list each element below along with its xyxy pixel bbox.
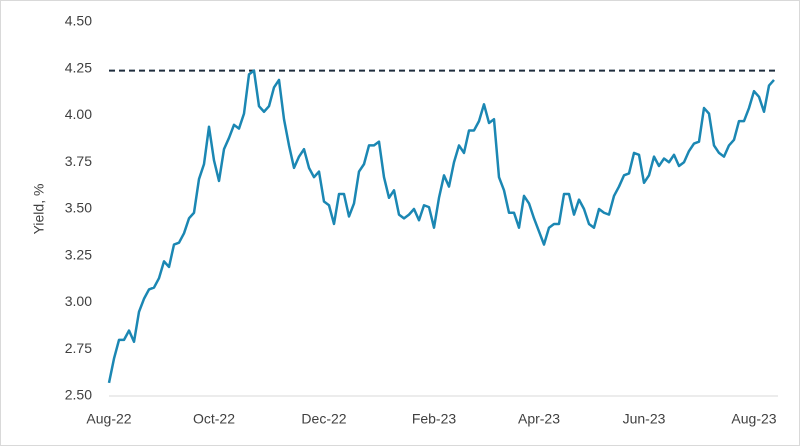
y-tick-label: 4.50 xyxy=(65,13,92,29)
y-tick-label: 3.00 xyxy=(65,293,92,309)
x-tick-label: Aug-23 xyxy=(731,411,776,427)
y-tick-label: 3.75 xyxy=(65,153,92,169)
y-tick-label: 2.50 xyxy=(65,387,92,403)
y-tick-label: 3.25 xyxy=(65,246,92,262)
x-tick-label: Dec-22 xyxy=(301,411,346,427)
x-tick-label: Feb-23 xyxy=(412,411,457,427)
y-axis-label: Yield, % xyxy=(31,184,47,235)
y-tick-label: 4.00 xyxy=(65,106,92,122)
x-tick-label: Jun-23 xyxy=(623,411,666,427)
x-tick-label: Aug-22 xyxy=(86,411,131,427)
y-tick-label: 3.50 xyxy=(65,200,92,216)
x-tick-label: Apr-23 xyxy=(518,411,560,427)
y-tick-label: 2.75 xyxy=(65,340,92,356)
y-tick-label: 4.25 xyxy=(65,59,92,75)
x-tick-label: Oct-22 xyxy=(193,411,235,427)
data-line xyxy=(107,69,775,384)
